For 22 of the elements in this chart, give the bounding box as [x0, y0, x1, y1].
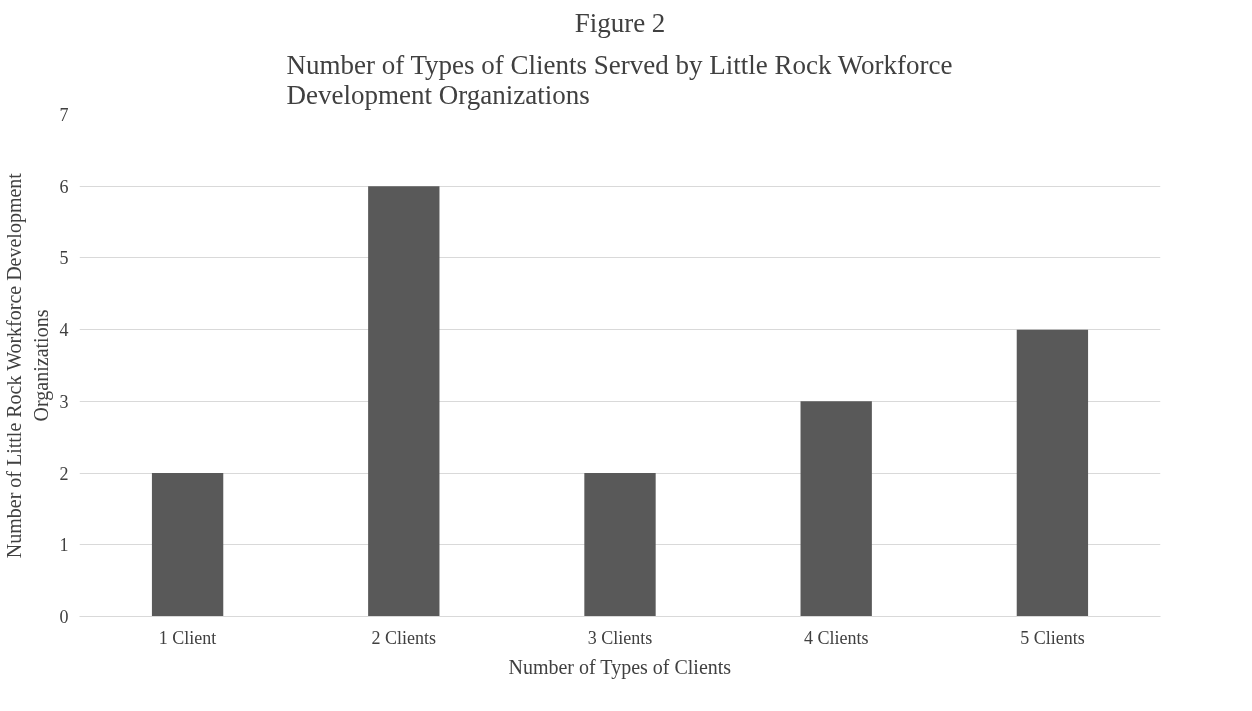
- bar: [1016, 329, 1089, 617]
- x-tick-label: 2 Clients: [371, 627, 437, 648]
- x-tick-label: 1 Client: [158, 627, 217, 648]
- y-tick-label: 1: [59, 535, 69, 556]
- chart-subtitle: Number of Types of Clients Served by Little Rock Workforce Development Organizations: [286, 49, 953, 110]
- x-tick-label: 3 Clients: [587, 627, 653, 648]
- y-tick-label: 6: [59, 176, 69, 197]
- y-tick-label: 5: [59, 248, 69, 269]
- y-axis-title: Number of Little Rock Workforce Development Organizations: [3, 172, 53, 559]
- bar: [151, 473, 224, 617]
- x-tick-label: 4 Clients: [803, 627, 869, 648]
- x-tick-label: 5 Clients: [1020, 627, 1085, 648]
- x-axis-title: Number of Types of Clients: [508, 655, 732, 679]
- y-tick-label: 0: [59, 607, 69, 627]
- y-tick-label: 4: [59, 320, 69, 341]
- y-tick-label: 3: [59, 391, 69, 412]
- y-tick-label: 2: [59, 463, 69, 484]
- chart-title: Figure 2: [574, 7, 666, 38]
- bar: [584, 473, 656, 617]
- bar: [800, 401, 872, 617]
- y-tick-label: 7: [59, 105, 69, 125]
- bar: [368, 186, 440, 617]
